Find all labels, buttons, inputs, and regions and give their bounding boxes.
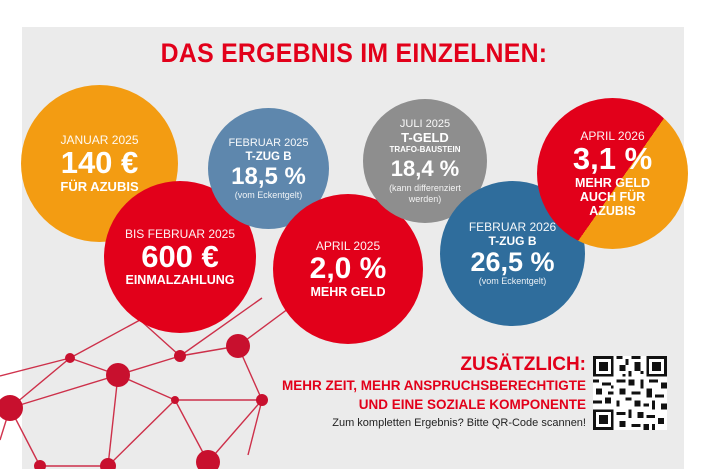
network-node — [256, 394, 268, 406]
circle-text-2: AUCH FÜR — [579, 189, 646, 204]
circle-text: MEHR GELD — [310, 284, 386, 299]
network-node — [65, 353, 75, 363]
circle-text-1: MEHR GELD — [575, 175, 650, 190]
circle-value: 26,5 % — [470, 246, 555, 277]
circle-value: 600 € — [141, 238, 219, 274]
circle-februar-2026: FEBRUAR 2026 T-ZUG B 26,5 % (vom Eckentg… — [440, 181, 585, 326]
circle-date: JULI 2025 — [399, 118, 451, 131]
network-node — [196, 450, 220, 469]
extra-info-block: ZUSÄTZLICH: MEHR ZEIT, MEHR ANSPRUCHSBER… — [282, 354, 586, 432]
circle-text: FÜR AZUBIS — [60, 178, 139, 194]
extra-cta: Zum kompletten Ergebnis? Bitte QR-Code s… — [332, 417, 586, 429]
network-node — [106, 363, 130, 387]
circle-note: (vom Eckentgelt) — [234, 189, 303, 200]
page-title: DAS ERGEBNIS IM EINZELNEN: — [160, 38, 548, 68]
circle-text-3: AZUBIS — [589, 203, 636, 218]
qr-code[interactable] — [593, 356, 667, 430]
network-node — [171, 396, 179, 404]
circle-date: FEBRUAR 2026 — [468, 219, 557, 234]
circle-note: (kann differenziert werden) — [389, 182, 461, 204]
circle-sub: TRAFO-BAUSTEIN — [389, 145, 461, 155]
extra-heading: ZUSÄTZLICH: — [460, 354, 586, 375]
circle-date: BIS FEBRUAR 2025 — [124, 226, 236, 241]
circle-sub: T-ZUG B — [488, 233, 537, 248]
circle-value: 18,5 % — [231, 163, 306, 191]
circle-value: 18,4 % — [390, 156, 460, 182]
network-node — [174, 350, 186, 362]
circle-april-2025: APRIL 2025 2,0 % MEHR GELD — [273, 194, 423, 344]
circle-text: EINMALZAHLUNG — [125, 273, 235, 288]
circle-sub: T-ZUG B — [245, 151, 292, 164]
extra-line-1: MEHR ZEIT, MEHR ANSPRUCHSBERECHTIGTE — [281, 378, 586, 393]
circle-value: 2,0 % — [309, 252, 387, 286]
circle-april-2026: APRIL 2026 3,1 % MEHR GELD AUCH FÜR AZUB… — [537, 98, 688, 249]
circle-value: 140 € — [60, 145, 139, 181]
circle-date: FEBRUAR 2025 — [228, 137, 309, 150]
network-node — [34, 460, 46, 469]
network-node — [0, 395, 23, 421]
circle-head: T-GELD — [401, 130, 449, 146]
circle-value: 3,1 % — [572, 141, 653, 177]
extra-line-2: UND EINE SOZIALE KOMPONENTE — [358, 397, 586, 412]
circle-date: JANUAR 2025 — [60, 133, 139, 148]
circle-note: (vom Eckentgelt) — [478, 276, 547, 287]
network-node — [226, 334, 250, 358]
circle-date: APRIL 2026 — [580, 129, 645, 144]
circle-date: APRIL 2025 — [315, 239, 381, 254]
network-node — [100, 458, 116, 469]
circle-februar-2025: FEBRUAR 2025 T-ZUG B 18,5 % (vom Eckentg… — [208, 108, 329, 229]
